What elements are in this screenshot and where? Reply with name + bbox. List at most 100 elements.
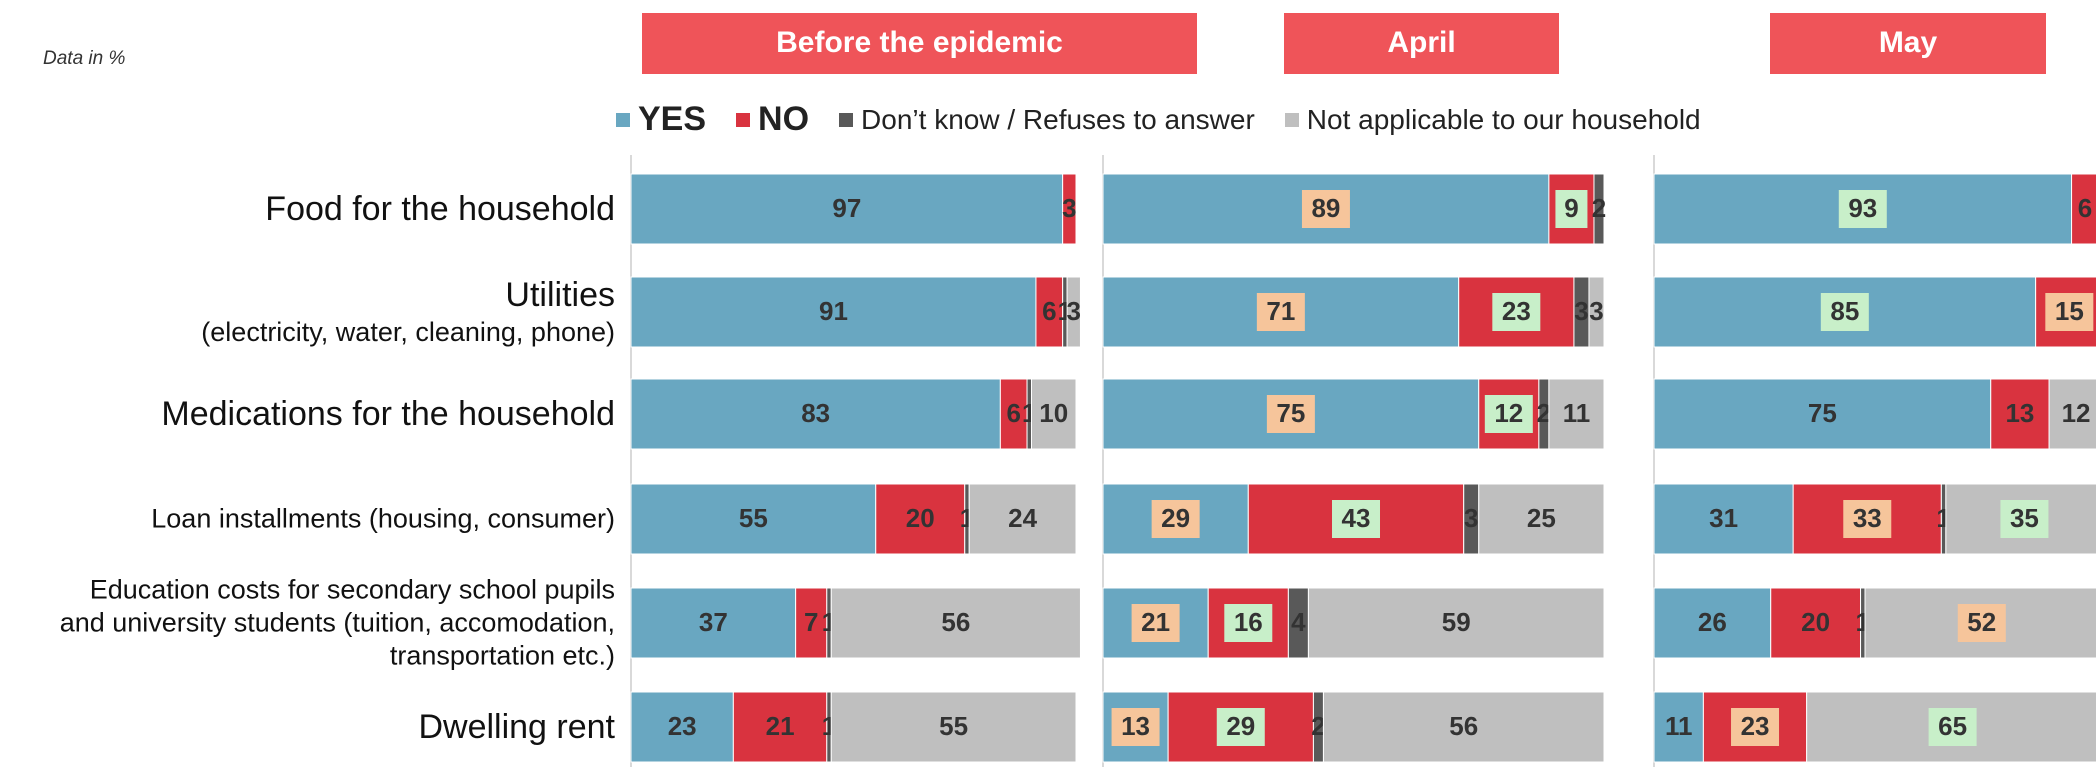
value-label: 6 [1042, 296, 1056, 326]
bar-segment [732, 691, 828, 763]
value-label: 9 [1564, 193, 1578, 223]
label-highlight [1301, 190, 1350, 228]
legend: YES NO Don’t know / Refuses to answer Not a… [616, 100, 1731, 139]
category-text: Medications for the household [161, 395, 615, 433]
label-highlight [2000, 500, 2049, 538]
category-text: Dwelling rent [418, 708, 615, 746]
category-label: Food for the household [265, 189, 615, 229]
legend-label: Don’t know / Refuses to answer [861, 103, 1255, 135]
legend-swatch [839, 112, 854, 127]
label-highlight [1332, 500, 1381, 538]
category-label: Medications for the household [161, 394, 615, 434]
category-label: Dwelling rent [418, 707, 615, 747]
value-label: 23 [1502, 296, 1531, 326]
legend-label: Not applicable to our household [1306, 103, 1701, 135]
bar-segment [630, 691, 734, 763]
label-highlight [1131, 604, 1180, 642]
value-label: 3 [1464, 503, 1478, 533]
label-highlight [1266, 395, 1315, 433]
label-highlight [1843, 500, 1892, 538]
bar-segment [1307, 587, 1605, 659]
category-text: Food for the household [265, 190, 615, 228]
note: Data in % [43, 48, 126, 69]
value-label: 4 [1291, 607, 1306, 637]
value-label: 16 [1234, 607, 1263, 637]
label-highlight [1256, 293, 1305, 331]
bar-segment [2048, 378, 2096, 450]
value-label: 21 [1141, 607, 1170, 637]
label-highlight [1111, 708, 1160, 746]
bar-segment [630, 587, 797, 659]
value-label: 31 [1709, 503, 1738, 533]
value-label: 21 [766, 711, 795, 741]
value-label: 12 [1494, 398, 1523, 428]
label-highlight [1731, 708, 1780, 746]
value-label: 7 [804, 607, 818, 637]
value-label: 52 [1967, 607, 1996, 637]
value-label: 10 [1039, 398, 1068, 428]
value-label: 13 [1121, 711, 1150, 741]
bar-segment [1062, 173, 1077, 245]
bar-segment [875, 483, 966, 555]
bar-segment [999, 378, 1028, 450]
panel-title: Before the epidemic [776, 26, 1063, 59]
value-label: 23 [1741, 711, 1770, 741]
label-highlight [1820, 293, 1869, 331]
panel-header [1770, 13, 2046, 74]
value-label: 55 [939, 711, 968, 741]
value-label: 56 [1449, 711, 1478, 741]
value-label: 75 [1808, 398, 1837, 428]
value-label: 37 [699, 607, 728, 637]
value-label: 56 [941, 607, 970, 637]
value-label: 85 [1830, 296, 1859, 326]
panel-header [642, 13, 1197, 74]
value-label: 3 [1574, 296, 1588, 326]
value-label: 11 [1665, 711, 1693, 741]
label-highlight [1492, 293, 1541, 331]
legend-swatch [1284, 112, 1299, 127]
value-label: 83 [801, 398, 830, 428]
bar-segment [1031, 378, 1077, 450]
value-label: 24 [1008, 503, 1037, 533]
value-label: 75 [1276, 398, 1305, 428]
panel-title: April [1387, 26, 1455, 59]
label-highlight [1484, 395, 1533, 433]
label-highlight [1224, 604, 1273, 642]
legend-swatch [616, 112, 630, 127]
bar-segment [630, 483, 877, 555]
category-label: Education costs for secondary school pup… [60, 574, 615, 673]
value-label: 3 [1062, 193, 1076, 223]
label-highlight [1216, 708, 1265, 746]
value-label: 6 [1006, 398, 1020, 428]
value-label: 20 [906, 503, 935, 533]
bar-segment [1653, 587, 1772, 659]
label-highlight [1957, 604, 2006, 642]
value-label: 2 [1592, 193, 1606, 223]
value-label: 11 [1563, 398, 1591, 428]
value-label: 97 [832, 193, 861, 223]
legend-label: YES [638, 100, 707, 138]
value-label: 93 [1848, 193, 1877, 223]
category-label: Loan installments (housing, consumer) [151, 503, 615, 536]
bar-segment [1588, 276, 1605, 348]
label-highlight [1838, 190, 1887, 228]
bar-segment [1548, 378, 1605, 450]
bar-segment [1593, 173, 1605, 245]
value-label: 89 [1311, 193, 1340, 223]
label-highlight [1928, 708, 1977, 746]
category-label: Utilities (electricity, water, cleaning, … [201, 275, 615, 349]
bar-segment [1770, 587, 1862, 659]
label-highlight [1151, 500, 1200, 538]
value-label: 13 [2005, 398, 2034, 428]
bar-segment [830, 587, 1081, 659]
bar-segment [968, 483, 1077, 555]
bar-segment [1990, 378, 2050, 450]
legend-item: NO [736, 100, 809, 139]
value-label: 65 [1938, 711, 1967, 741]
bar-segment [630, 276, 1037, 348]
bar-segment [830, 691, 1077, 763]
bar-segment [1035, 276, 1064, 348]
legend-item: Don’t know / Refuses to answer [839, 104, 1255, 136]
bar-segment [1066, 276, 1081, 348]
value-label: 23 [668, 711, 697, 741]
